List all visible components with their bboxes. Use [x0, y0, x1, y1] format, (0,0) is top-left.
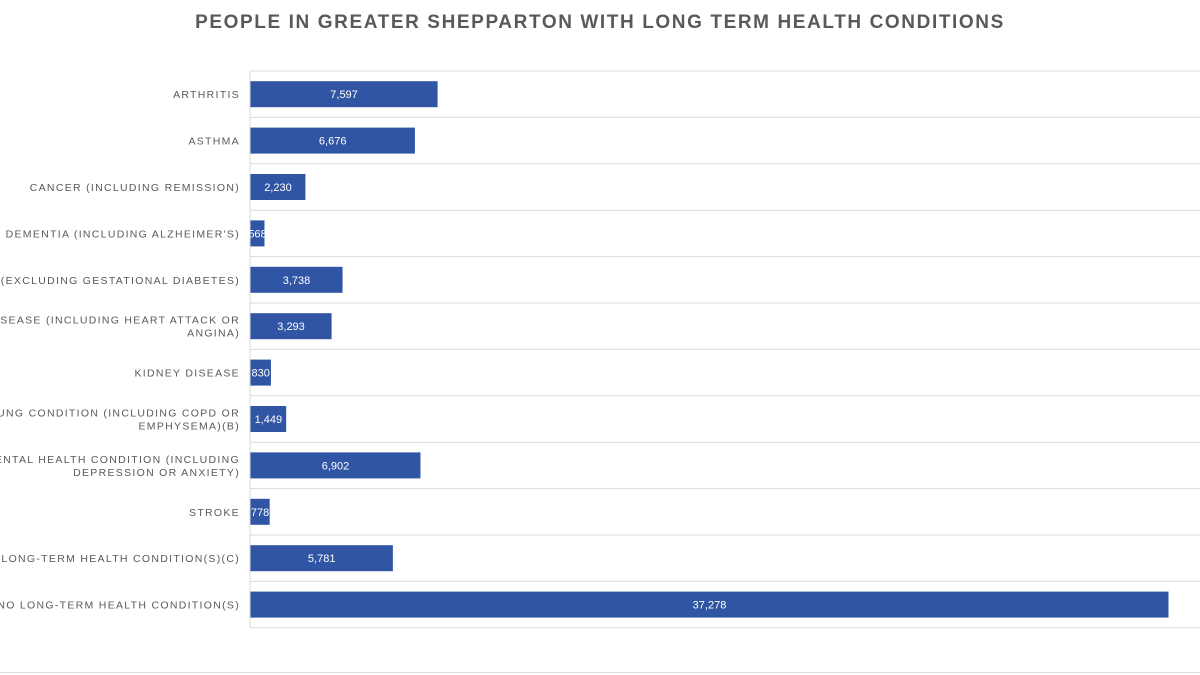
- data-label: 568: [248, 228, 266, 240]
- bar: [250, 498, 270, 525]
- data-label: 7,597: [330, 89, 358, 101]
- category-label: EMPHYSEMA)(B): [139, 421, 241, 433]
- category-label: DEPRESSION OR ANXIETY): [73, 467, 240, 479]
- category-label: LUNG CONDITION (INCLUDING COPD OR: [0, 408, 240, 420]
- data-label: 37,278: [693, 600, 727, 612]
- data-label: 3,293: [277, 321, 305, 333]
- bar: [250, 359, 271, 386]
- data-label: 6,676: [319, 136, 347, 148]
- bar: [250, 174, 306, 200]
- data-label: 5,781: [308, 553, 336, 565]
- bar: [250, 591, 1169, 618]
- category-label: ANGINA): [187, 328, 240, 340]
- bar: [250, 545, 393, 572]
- category-label: S (EXCLUDING GESTATIONAL DIABETES): [0, 275, 240, 287]
- category-label: DEMENTIA (INCLUDING ALZHEIMER'S): [6, 228, 240, 240]
- bar: [250, 406, 287, 432]
- data-label: 1,449: [255, 414, 283, 426]
- bar: [250, 313, 332, 340]
- data-label: 778: [251, 507, 269, 519]
- bottom-divider: [0, 672, 1200, 673]
- bar: [250, 220, 265, 247]
- data-label: 830: [252, 368, 270, 380]
- category-label: R LONG-TERM HEALTH CONDITION(S)(C): [0, 553, 240, 565]
- bar: [250, 266, 343, 293]
- category-label: KIDNEY DISEASE: [134, 368, 240, 380]
- data-label: 6,902: [322, 460, 350, 472]
- category-label: STROKE: [189, 507, 240, 519]
- bar: [250, 127, 415, 154]
- category-label: NO LONG-TERM HEALTH CONDITION(S): [0, 600, 240, 612]
- category-label: ASTHMA: [188, 136, 240, 148]
- category-label: CANCER (INCLUDING REMISSION): [30, 182, 240, 194]
- bar: [250, 452, 421, 479]
- category-label: ENTAL HEALTH CONDITION (INCLUDING: [0, 454, 240, 466]
- data-label: 3,738: [283, 275, 311, 287]
- category-label: DISEASE (INCLUDING HEART ATTACK OR: [0, 315, 240, 327]
- bar: [250, 81, 438, 108]
- category-label: ARTHRITIS: [173, 89, 240, 101]
- data-label: 2,230: [264, 182, 292, 194]
- chart-title: PEOPLE IN GREATER SHEPPARTON WITH LONG T…: [195, 12, 1005, 33]
